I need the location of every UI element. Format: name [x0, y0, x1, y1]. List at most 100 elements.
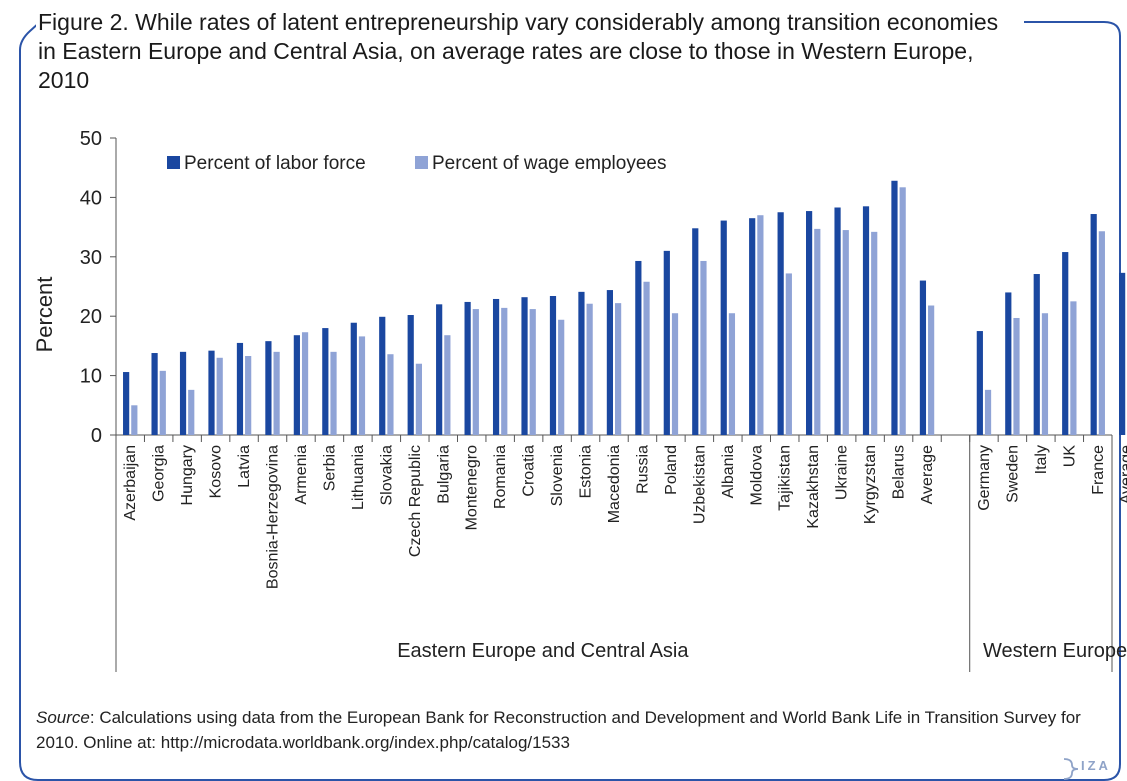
x-tick-label: Average	[1118, 445, 1127, 504]
bar-wage-employees	[984, 389, 992, 435]
bar-wage-employees	[558, 319, 565, 435]
bar-wage-employees	[387, 354, 394, 435]
bar-wage-employees	[444, 335, 451, 435]
bar-labor-force	[806, 211, 813, 435]
x-tick-label: Montenegro	[464, 445, 481, 530]
x-tick-label: Lithuania	[350, 445, 367, 510]
bar-wage-employees	[615, 303, 622, 435]
bar-wage-employees	[301, 332, 309, 435]
bar-labor-force	[1062, 252, 1069, 435]
bar-wage-employees	[814, 228, 821, 435]
bar-labor-force	[379, 316, 386, 435]
bar-labor-force	[578, 291, 585, 435]
bar-wage-employees	[899, 187, 906, 435]
bar-labor-force	[692, 228, 699, 435]
x-tick-label: Romania	[492, 445, 509, 509]
bar-labor-force	[1119, 272, 1126, 435]
y-tick-label: 30	[80, 247, 102, 269]
iza-logo-bracket-icon	[1063, 758, 1079, 780]
iza-logo-text: IZA	[1081, 758, 1111, 773]
x-tick-label: Ukraine	[834, 445, 851, 500]
bar-labor-force	[492, 298, 500, 435]
x-tick-label: Germany	[976, 445, 993, 511]
bar-labor-force	[1033, 274, 1040, 435]
bar-labor-force	[322, 328, 329, 435]
x-tick-label: Hungary	[179, 445, 196, 505]
bar-wage-employees	[159, 370, 166, 435]
bar-labor-force	[549, 296, 557, 435]
x-tick-label: Albania	[720, 445, 737, 498]
bar-wage-employees	[529, 309, 536, 435]
x-tick-labels: Eastern Europe and Central Asia Western E…	[122, 445, 1127, 662]
bar-wage-employees	[757, 215, 764, 435]
bar-wage-employees	[188, 389, 195, 435]
bar-labor-force	[663, 250, 670, 435]
chart-axes: 0 10 20 30 40 50 Percent	[32, 128, 1113, 672]
x-tick-label: Kosovo	[208, 445, 225, 498]
bar-wage-employees	[273, 351, 280, 435]
figure-title: Figure 2. While rates of latent entrepre…	[36, 8, 1024, 95]
source-text: : Calculations using data from the Europ…	[36, 708, 1081, 752]
y-tick-label: 20	[80, 306, 102, 328]
bar-wage-employees	[1041, 313, 1049, 435]
bar-labor-force	[350, 322, 357, 435]
bar-wage-employees	[643, 281, 650, 435]
x-tick-label: Moldova	[748, 445, 765, 506]
legend-swatch	[415, 156, 428, 169]
chart-legend: Percent of labor force Percent of wage em…	[167, 153, 666, 174]
bar-labor-force	[976, 331, 983, 435]
x-tick-label: Belarus	[891, 445, 908, 499]
y-tick-label: 0	[91, 425, 102, 447]
x-tick-label: Slovakia	[378, 445, 395, 506]
x-tick-label: UK	[1061, 445, 1078, 468]
bar-wage-employees	[245, 355, 252, 435]
legend-swatch	[167, 156, 180, 169]
x-tick-label: Bulgaria	[435, 445, 452, 504]
legend-label: Percent of wage employees	[432, 153, 666, 174]
x-tick-label: Armenia	[293, 445, 310, 505]
y-tick-label: 40	[80, 187, 102, 209]
bar-wage-employees	[501, 307, 508, 435]
legend-label: Percent of labor force	[184, 153, 366, 174]
bar-wage-employees	[671, 313, 679, 435]
x-tick-label: Tajikistan	[777, 445, 794, 511]
bar-wage-employees	[871, 231, 878, 435]
source-label: Source	[36, 708, 90, 727]
bar-wage-employees	[785, 273, 792, 435]
chart: 0 10 20 30 40 50 Percent Eastern Europe and Ce…	[32, 128, 1127, 672]
bar-labor-force	[919, 280, 927, 435]
bar-wage-employees	[728, 313, 736, 435]
x-tick-label: Kazakhstan	[805, 445, 822, 529]
bar-labor-force	[635, 260, 642, 435]
x-tick-label: Poland	[663, 445, 680, 495]
bar-wage-employees	[330, 351, 337, 435]
bar-labor-force	[151, 353, 158, 435]
bar-wage-employees	[586, 303, 593, 435]
x-tick-label: Italy	[1033, 445, 1050, 474]
chart-bars	[123, 180, 1126, 435]
bar-wage-employees	[928, 305, 935, 435]
bar-labor-force	[1090, 214, 1097, 435]
bar-wage-employees	[472, 309, 479, 435]
bar-labor-force	[891, 180, 898, 435]
bar-wage-employees	[415, 363, 422, 435]
x-tick-label: Serbia	[321, 445, 338, 491]
bar-labor-force	[123, 372, 130, 435]
bar-labor-force	[720, 220, 727, 435]
bar-labor-force	[464, 301, 471, 435]
x-tick-label: Latvia	[236, 445, 253, 488]
x-tick-label: Czech Republic	[407, 445, 424, 557]
bar-labor-force	[208, 350, 215, 435]
y-tick-label: 50	[80, 128, 102, 150]
source-note: Source: Calculations using data from the…	[36, 705, 1116, 755]
x-tick-label: Russia	[634, 445, 651, 494]
bar-labor-force	[407, 315, 414, 435]
x-tick-label: Slovenia	[549, 445, 566, 506]
group-label: Eastern Europe and Central Asia	[397, 640, 689, 662]
bar-wage-employees	[1070, 301, 1077, 435]
bar-labor-force	[1005, 292, 1012, 435]
x-tick-label: Azerbaijan	[122, 445, 139, 521]
x-tick-label: Macedonia	[606, 445, 623, 523]
group-label: Western Europe	[983, 640, 1127, 662]
